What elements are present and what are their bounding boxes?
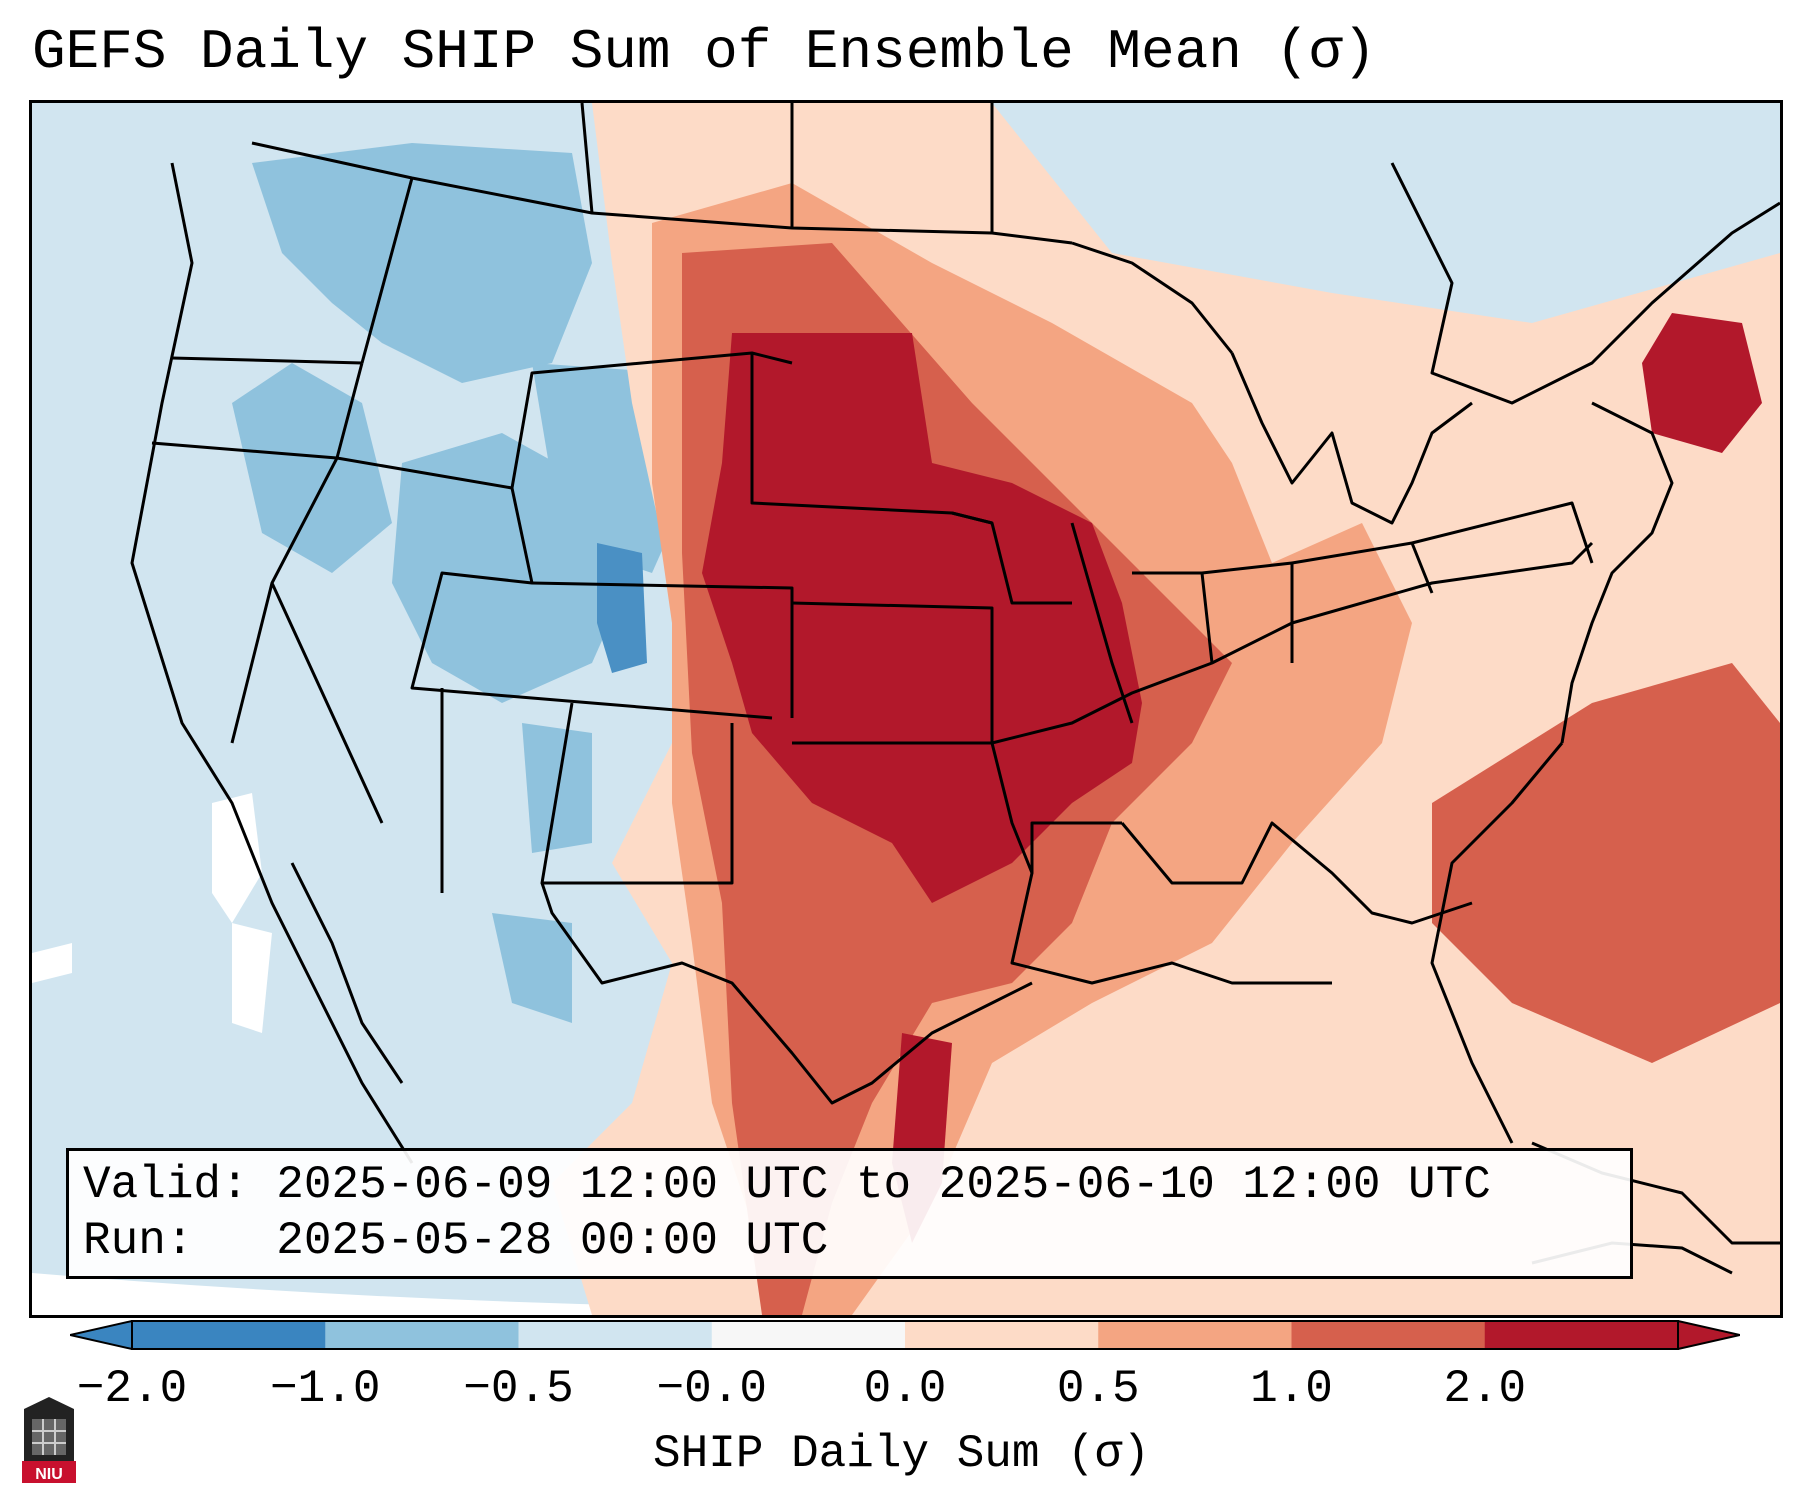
colorbar-tick-label: 0.0	[863, 1363, 947, 1415]
colorbar-tick-label: 2.0	[1443, 1363, 1527, 1415]
region-plains-core	[702, 333, 1142, 903]
valid-value: 2025-06-09 12:00 UTC to 2025-06-10 12:00…	[276, 1159, 1491, 1211]
logo-text: NIU	[35, 1466, 63, 1483]
colorbar	[70, 1320, 1740, 1350]
colorbar-segment	[1098, 1321, 1292, 1349]
colorbar-tick-label: −0.5	[463, 1363, 574, 1415]
colorbar-segment	[711, 1321, 906, 1349]
colorbar-tick-label: −2.0	[76, 1363, 188, 1415]
region-new-england-max	[1642, 313, 1762, 453]
region-atlantic-swath	[1432, 663, 1780, 1063]
map-title: GEFS Daily SHIP Sum of Ensemble Mean (σ)	[32, 20, 1377, 84]
state-boundaries	[151, 103, 1780, 1245]
valid-run-infobox: Valid: 2025-06-09 12:00 UTC to 2025-06-1…	[66, 1148, 1633, 1279]
run-label: Run:	[83, 1215, 194, 1267]
map-panel	[29, 100, 1783, 1318]
colorbar-tick-label: −1.0	[270, 1363, 381, 1415]
colorbar-segment	[1291, 1321, 1486, 1349]
colorbar-extend-high	[1677, 1320, 1740, 1350]
map-canvas	[32, 103, 1780, 1315]
colorbar-tick-label: 1.0	[1250, 1363, 1333, 1415]
colorbar-segment	[518, 1321, 713, 1349]
niu-logo: NIU	[22, 1397, 76, 1483]
colorbar-segment	[905, 1321, 1099, 1349]
colorbar-segment	[132, 1321, 326, 1349]
valid-label: Valid:	[83, 1159, 249, 1211]
colorbar-segment	[325, 1321, 519, 1349]
colorbar-tick-label: 0.5	[1056, 1363, 1140, 1415]
colorbar-tick-label: −0.0	[656, 1363, 767, 1415]
region-colorado-deep-blue	[597, 543, 647, 673]
colorbar-extend-low	[70, 1320, 133, 1350]
colorbar-segment	[1484, 1321, 1679, 1349]
run-value: 2025-05-28 00:00 UTC	[276, 1215, 829, 1267]
colorbar-label: SHIP Daily Sum (σ)	[653, 1428, 1150, 1480]
